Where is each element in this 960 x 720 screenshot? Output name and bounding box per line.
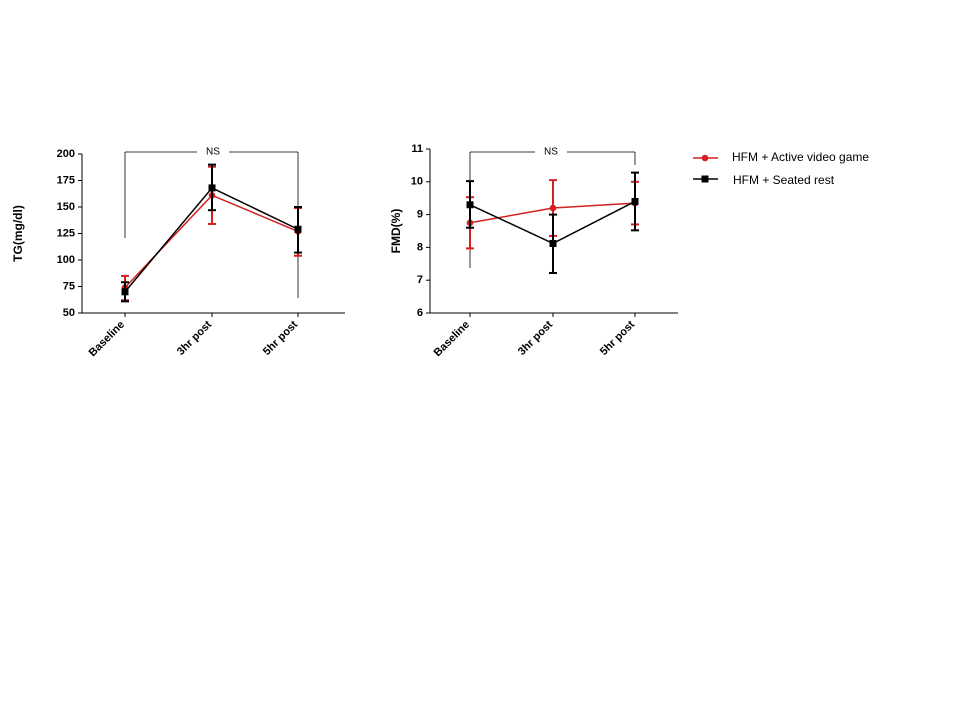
ns-annotation: NS — [544, 147, 558, 158]
y-tick-label: 10 — [411, 176, 423, 188]
y-tick-label: 125 — [57, 227, 75, 239]
fmd-chart: 6 7 8 9 10 11 Baseline 3hr post 5hr post FMD(%) NS — [389, 143, 678, 359]
x-tick-label: 5hr post — [261, 318, 300, 357]
x-tick-label: 3hr post — [516, 318, 555, 357]
data-point-square — [549, 239, 557, 247]
data-point-square — [466, 201, 474, 209]
data-point-circle — [549, 204, 557, 212]
legend-marker-square — [701, 175, 709, 183]
y-axis-label: FMD(%) — [389, 209, 403, 254]
y-tick-label: 8 — [417, 241, 423, 253]
data-point-square — [294, 225, 302, 233]
ns-annotation: NS — [206, 147, 220, 158]
y-tick-label: 6 — [417, 307, 423, 319]
x-tick-label: Baseline — [87, 319, 127, 359]
legend-item-seated-rest: HFM + Seated rest — [693, 173, 835, 187]
tg-chart: 50 75 100 125 150 175 200 Baseline 3hr post 5hr p… — [11, 147, 345, 359]
legend-marker-circle — [701, 154, 709, 162]
series-seated-rest — [466, 171, 639, 274]
y-tick-label: 150 — [57, 201, 75, 213]
y-tick-label: 200 — [57, 148, 75, 160]
y-tick-label: 75 — [63, 280, 75, 292]
data-point-square — [631, 197, 639, 205]
chart-legend: HFM + Active video game HFM + Seated res… — [693, 150, 869, 187]
data-point-square — [208, 184, 216, 192]
x-tick-label: 3hr post — [175, 318, 214, 357]
y-tick-label: 7 — [417, 274, 423, 286]
y-tick-label: 9 — [417, 209, 423, 221]
data-point-square — [121, 288, 129, 296]
x-tick-label: 5hr post — [598, 318, 637, 357]
series-seated-rest — [121, 163, 302, 303]
legend-label-active-video-game: HFM + Active video game — [732, 150, 869, 164]
y-tick-label: 50 — [63, 307, 75, 319]
legend-label-seated-rest: HFM + Seated rest — [733, 173, 835, 187]
legend-item-active-video-game: HFM + Active video game — [693, 150, 869, 164]
y-axis-label: TG(mg/dl) — [11, 205, 25, 262]
y-tick-label: 175 — [57, 174, 75, 186]
y-tick-label: 11 — [411, 143, 423, 155]
x-tick-label: Baseline — [432, 319, 472, 359]
y-tick-label: 100 — [57, 254, 75, 266]
